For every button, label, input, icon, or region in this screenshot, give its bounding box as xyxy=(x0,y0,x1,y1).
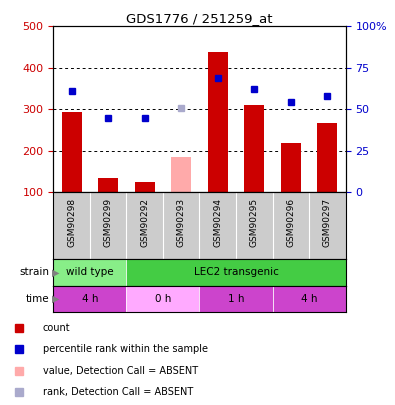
Text: wild type: wild type xyxy=(66,267,114,277)
Text: GSM90299: GSM90299 xyxy=(103,198,113,247)
Bar xyxy=(281,143,301,192)
Text: time: time xyxy=(26,294,49,304)
Text: strain: strain xyxy=(19,267,49,277)
Bar xyxy=(98,178,118,192)
Text: count: count xyxy=(43,323,70,333)
Text: 4 h: 4 h xyxy=(82,294,98,304)
Bar xyxy=(126,286,199,312)
Text: 0 h: 0 h xyxy=(155,294,171,304)
Text: LEC2 transgenic: LEC2 transgenic xyxy=(194,267,278,277)
Text: GSM90294: GSM90294 xyxy=(213,198,222,247)
Bar xyxy=(126,259,346,286)
Bar xyxy=(53,286,126,312)
Text: GSM90298: GSM90298 xyxy=(67,198,76,247)
Bar xyxy=(62,112,82,192)
Text: rank, Detection Call = ABSENT: rank, Detection Call = ABSENT xyxy=(43,387,193,397)
Bar xyxy=(171,157,191,192)
Text: GSM90295: GSM90295 xyxy=(250,198,259,247)
Bar xyxy=(244,105,264,192)
Text: GSM90296: GSM90296 xyxy=(286,198,295,247)
Bar xyxy=(273,286,346,312)
Bar xyxy=(199,286,273,312)
Text: ▶: ▶ xyxy=(52,294,60,304)
Text: ▶: ▶ xyxy=(52,267,60,277)
Text: GSM90292: GSM90292 xyxy=(140,198,149,247)
Title: GDS1776 / 251259_at: GDS1776 / 251259_at xyxy=(126,12,273,25)
Text: value, Detection Call = ABSENT: value, Detection Call = ABSENT xyxy=(43,366,198,376)
Text: 4 h: 4 h xyxy=(301,294,317,304)
Bar xyxy=(53,259,126,286)
Text: GSM90297: GSM90297 xyxy=(323,198,332,247)
Text: 1 h: 1 h xyxy=(228,294,244,304)
Bar xyxy=(208,53,228,192)
Bar xyxy=(317,123,337,192)
Text: percentile rank within the sample: percentile rank within the sample xyxy=(43,344,208,354)
Bar xyxy=(135,182,155,192)
Text: GSM90293: GSM90293 xyxy=(177,198,186,247)
